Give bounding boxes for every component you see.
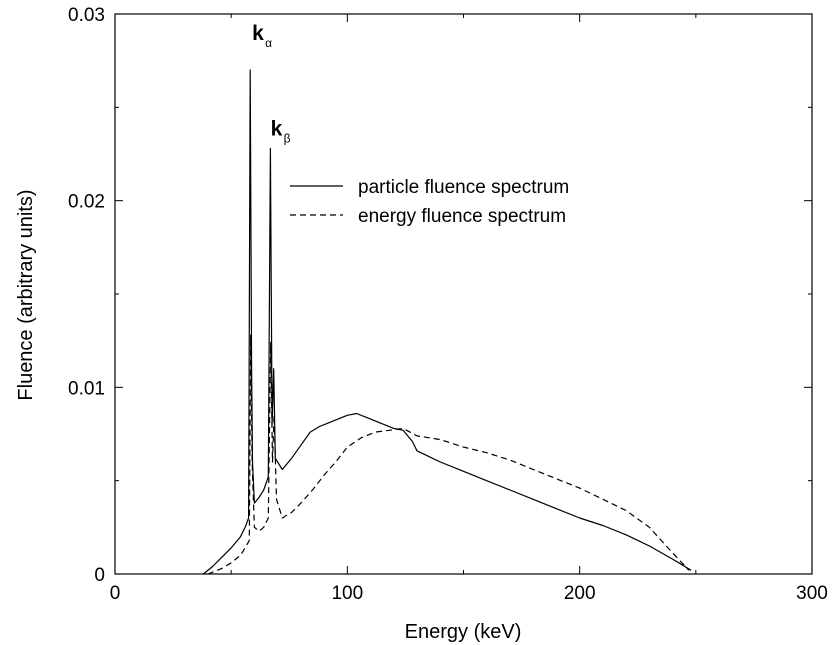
legend-label-2: energy fluence spectrum <box>358 206 566 227</box>
peak-label-2: k <box>271 117 283 140</box>
legend: particle fluence spectrum energy fluence … <box>290 177 569 227</box>
x-tick-label: 300 <box>796 583 828 604</box>
series-line-1 <box>202 69 692 575</box>
plot-frame <box>114 13 813 575</box>
legend-label-1: particle fluence spectrum <box>358 177 569 198</box>
y-tick-label: 0.03 <box>68 5 105 26</box>
x-tick-label: 200 <box>564 583 596 604</box>
series-line-2 <box>207 334 690 575</box>
series-layer <box>202 69 692 575</box>
y-tick-label: 0.01 <box>68 378 105 399</box>
y-tick-label: 0 <box>94 565 105 586</box>
peak-label-subscript-1: α <box>265 36 272 50</box>
x-tick-label: 100 <box>331 583 363 604</box>
ticks-layer: 0 100 200 300 0 0.01 0.02 0.03 <box>68 5 828 604</box>
plot-border <box>114 13 813 575</box>
peak-label-1: k <box>252 22 264 45</box>
peak-label-subscript-2: β <box>284 131 291 145</box>
y-axis-label: Fluence (arbitrary units) <box>15 189 37 400</box>
annotations: k αk β <box>252 22 291 145</box>
x-axis-label: Energy (keV) <box>405 621 522 643</box>
y-tick-label: 0.02 <box>68 192 105 213</box>
x-tick-label: 0 <box>110 583 121 604</box>
